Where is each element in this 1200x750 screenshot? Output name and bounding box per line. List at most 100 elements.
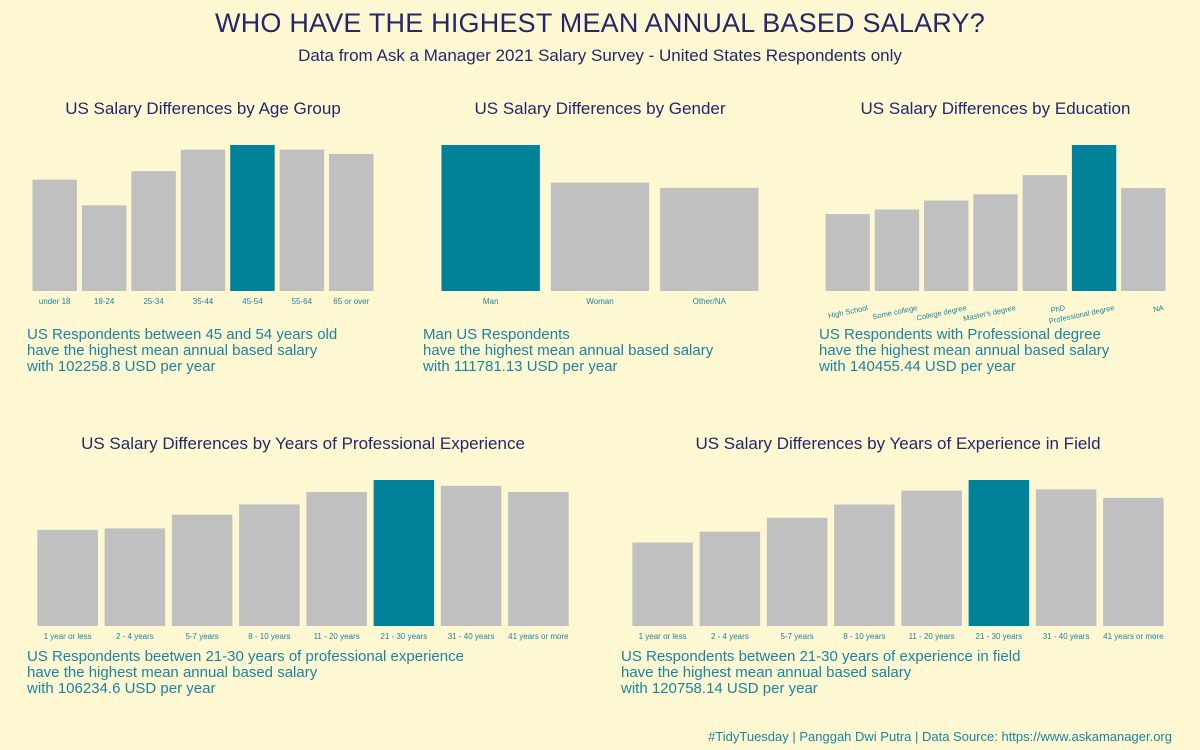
bar-2-4-years — [699, 531, 761, 626]
tick-label-31-40-years: 31 - 40 years — [1043, 632, 1090, 641]
panel-title: US Salary Differences by Gender — [474, 99, 726, 118]
panel-title: US Salary Differences by Years of Experi… — [695, 434, 1101, 453]
bar-na — [1121, 188, 1166, 291]
tick-label-man: Man — [483, 297, 499, 306]
bar-31-40-years — [440, 485, 502, 626]
bar-45-54 — [230, 145, 275, 291]
panel-annotation: US Respondents between 45 and 54 years o… — [27, 327, 337, 375]
bar-woman — [550, 182, 650, 291]
annotation-line-3: with 140455.44 USD per year — [819, 358, 1016, 375]
bar-master-s-degree — [973, 194, 1018, 291]
annotation-line-2: have the highest mean annual based salar… — [819, 342, 1110, 359]
bar-1-year-or-less — [632, 542, 693, 626]
tick-label-35-44: 35-44 — [193, 297, 214, 306]
annotation-line-3: with 102258.8 USD per year — [27, 358, 216, 375]
panel-title: US Salary Differences by Years of Profes… — [81, 434, 525, 453]
main-subtitle: Data from Ask a Manager 2021 Salary Surv… — [298, 46, 902, 65]
panel-professional-experience: US Salary Differences by Years of Profes… — [27, 430, 572, 700]
panel-annotation: US Respondents between 21-30 years of ex… — [621, 649, 1020, 697]
footer-credits: #TidyTuesday | Panggah Dwi Putra | Data … — [708, 729, 1172, 744]
tick-label-45-54: 45-54 — [242, 297, 263, 306]
tick-label-2-4-years: 2 - 4 years — [116, 632, 154, 641]
tick-label-41-years-or-more: 41 years or more — [1103, 632, 1164, 641]
tick-label-other-na: Other/NA — [693, 297, 727, 306]
bar-18-24 — [81, 205, 127, 291]
gender-bar-chart: Man Woman Other/NA — [441, 145, 759, 306]
bar-man — [441, 145, 540, 291]
panel-field-experience: US Salary Differences by Years of Experi… — [621, 430, 1167, 700]
bar-college-degree — [924, 200, 969, 291]
tick-label-8-10-years: 8 - 10 years — [843, 632, 885, 641]
tick-label-31-40-years: 31 - 40 years — [448, 632, 495, 641]
panel-title: US Salary Differences by Education — [860, 99, 1131, 118]
tick-label-na: NA — [1152, 303, 1164, 314]
panel-annotation: US Respondents with Professional degree … — [819, 327, 1109, 375]
bar-phd — [1022, 175, 1067, 291]
tick-label-2-4-years: 2 - 4 years — [711, 632, 749, 641]
bar-21-30-years — [373, 480, 435, 626]
tick-label-11-20-years: 11 - 20 years — [314, 632, 360, 641]
panel-gender: US Salary Differences by Gender Man Woman… — [423, 95, 764, 385]
annotation-line-2: have the highest mean annual based salar… — [621, 664, 912, 681]
panel-age-group: US Salary Differences by Age Group under… — [27, 95, 376, 385]
panel-title: US Salary Differences by Age Group — [65, 99, 341, 118]
annotation-line-1: US Respondents between 21-30 years of ex… — [621, 648, 1021, 665]
bar-8-10-years — [834, 504, 895, 626]
annotation-line-2: have the highest mean annual based salar… — [27, 664, 318, 681]
annotation-line-3: with 111781.13 USD per year — [423, 358, 618, 375]
annotation-line-3: with 106234.6 USD per year — [27, 680, 216, 697]
bar-8-10-years — [239, 504, 300, 626]
tick-label-8-10-years: 8 - 10 years — [248, 632, 290, 641]
bar-11-20-years — [901, 490, 962, 626]
tick-label-55-64: 55-64 — [292, 297, 313, 306]
tick-label-under-18: under 18 — [39, 297, 71, 306]
professional-experience-bar-chart: 1 year or less 2 - 4 years 5-7 years 8 - 10… — [37, 480, 569, 641]
panel-annotation: US Respondents beetwen 21-30 years of pr… — [27, 649, 464, 697]
tick-label-some-college: Some college — [872, 303, 918, 321]
bar-some-college — [874, 209, 920, 291]
tick-label-phd: PhD — [1050, 303, 1067, 315]
main-title: WHO HAVE THE HIGHEST MEAN ANNUAL BASED S… — [215, 8, 985, 38]
bar-11-20-years — [306, 492, 367, 626]
tick-label-5-7-years: 5-7 years — [185, 632, 218, 641]
bar-41-years-or-more — [508, 492, 569, 626]
annotation-line-1: Man US Respondents — [423, 326, 570, 343]
bar-41-years-or-more — [1103, 497, 1164, 626]
tick-label-25-34: 25-34 — [143, 297, 164, 306]
tick-label-11-20-years: 11 - 20 years — [909, 632, 955, 641]
tick-label-65-or-over: 65 or over — [333, 297, 369, 306]
tick-label-18-24: 18-24 — [94, 297, 115, 306]
bar-5-7-years — [171, 514, 233, 626]
bar-other-na — [660, 187, 759, 291]
tick-label-21-30-years: 21 - 30 years — [976, 632, 1023, 641]
tick-label-5-7-years: 5-7 years — [780, 632, 813, 641]
panel-education: US Salary Differences by Education High … — [819, 95, 1168, 385]
tick-label-1-year-or-less: 1 year or less — [639, 632, 687, 641]
panel-annotation: Man US Respondents have the highest mean… — [423, 327, 713, 375]
bar-2-4-years — [104, 528, 166, 626]
tick-label-41-years-or-more: 41 years or more — [508, 632, 569, 641]
bar-professional-degree — [1071, 145, 1117, 291]
bar-25-34 — [131, 171, 176, 291]
tick-label-college-degree: College degree — [916, 303, 968, 322]
annotation-line-1: US Respondents between 45 and 54 years o… — [27, 326, 338, 343]
bar-55-64 — [279, 149, 325, 291]
bar-21-30-years — [968, 480, 1030, 626]
tick-label-21-30-years: 21 - 30 years — [381, 632, 428, 641]
annotation-line-1: US Respondents with Professional degree — [819, 326, 1101, 343]
bar-5-7-years — [766, 517, 828, 626]
tick-label-high-school: High School — [827, 303, 869, 320]
bar-35-44 — [180, 149, 226, 291]
bar-high-school — [825, 214, 870, 291]
age-group-bar-chart: under 18 18-24 25-34 35-44 45-54 55-64 65 or o… — [32, 145, 374, 306]
bar-under-18 — [32, 179, 77, 291]
annotation-line-2: have the highest mean annual based salar… — [423, 342, 714, 359]
tick-label-woman: Woman — [586, 297, 613, 306]
annotation-line-1: US Respondents beetwen 21-30 years of pr… — [27, 648, 464, 665]
bar-65-or-over — [329, 153, 374, 291]
field-experience-bar-chart: 1 year or less 2 - 4 years 5-7 years 8 - 10… — [632, 480, 1164, 641]
tick-label-1-year-or-less: 1 year or less — [44, 632, 92, 641]
bar-31-40-years — [1035, 489, 1097, 626]
tick-label-master-s-degree: Master's degree — [962, 303, 1016, 323]
annotation-line-3: with 120758.14 USD per year — [621, 680, 818, 697]
